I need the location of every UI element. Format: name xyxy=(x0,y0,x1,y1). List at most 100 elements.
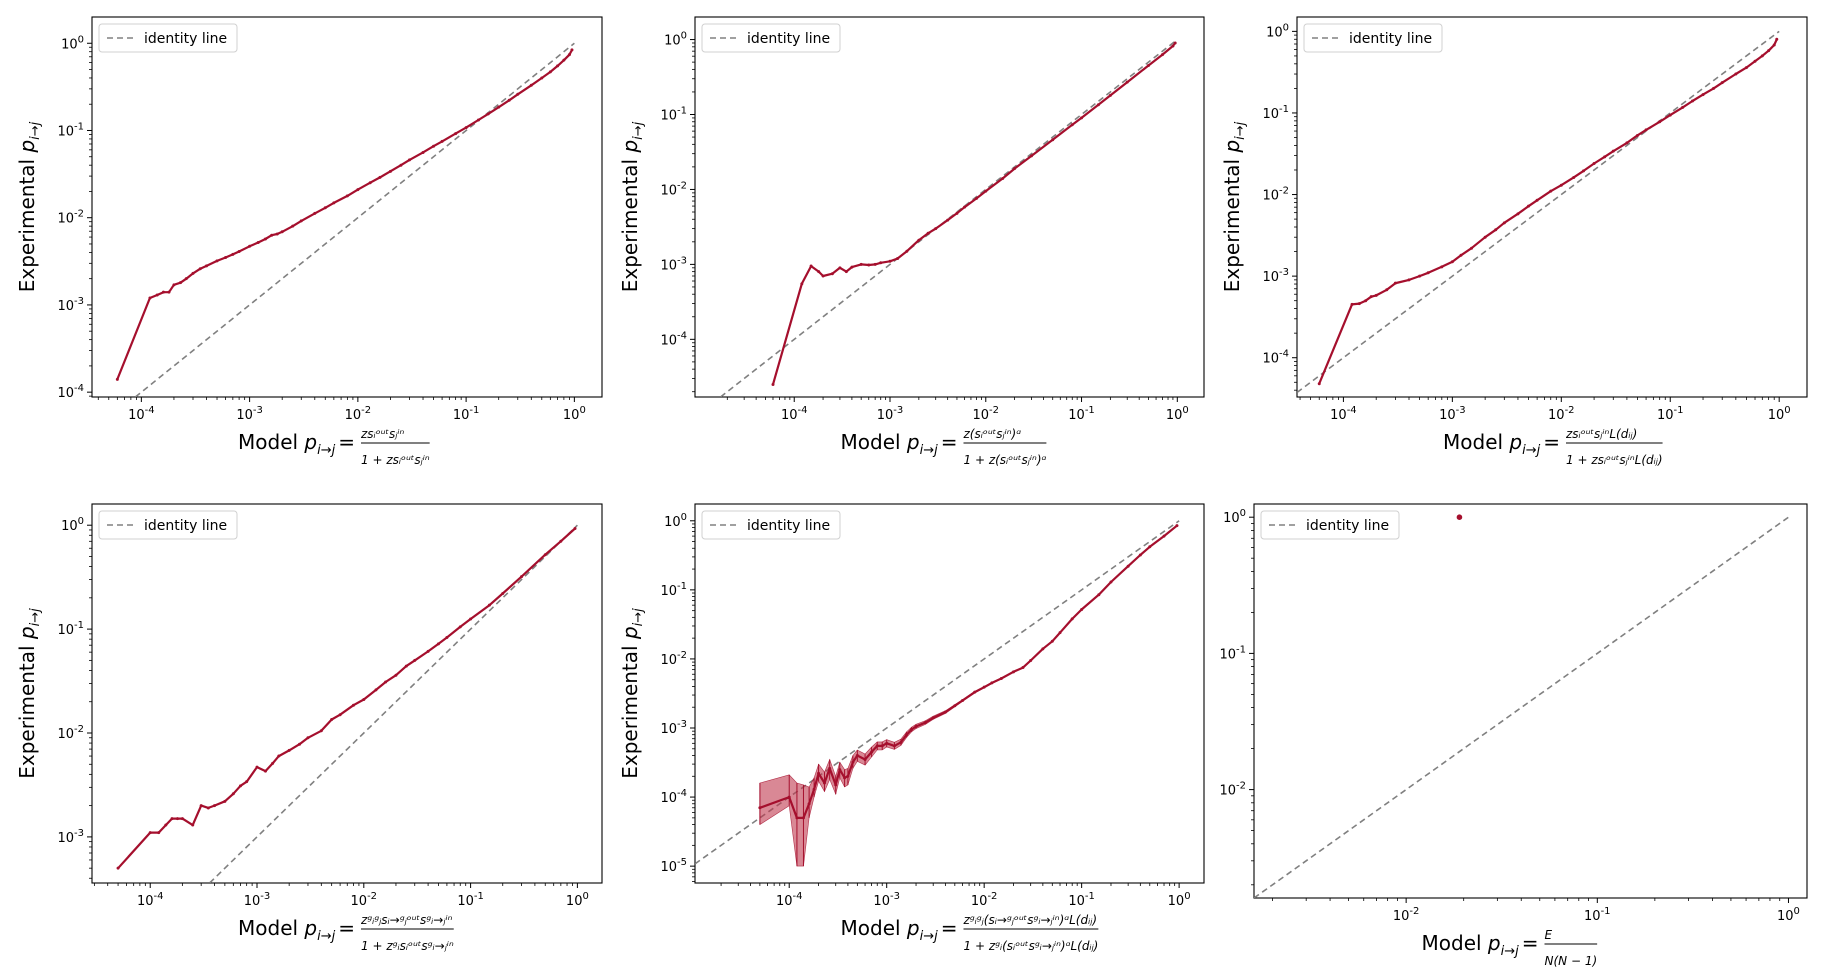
y-tick-label: 10-2 xyxy=(57,209,84,227)
y-tick-label: 10-2 xyxy=(660,650,687,668)
data-point xyxy=(1456,514,1463,520)
data-point xyxy=(231,792,235,796)
data-point xyxy=(1162,534,1166,538)
data-point xyxy=(1175,524,1179,528)
data-point xyxy=(170,817,174,821)
y-axis-label: Experimental pi→j xyxy=(15,121,43,292)
data-point xyxy=(1171,44,1175,48)
y-axis-label: Experimental pi→j xyxy=(618,608,646,779)
data-point xyxy=(231,252,235,256)
plot-area xyxy=(116,524,578,883)
x-axis-label-denominator: N(N − 1) xyxy=(1545,954,1598,968)
legend-box xyxy=(701,510,841,540)
data-point xyxy=(520,575,524,579)
data-point xyxy=(931,716,935,720)
data-point xyxy=(1407,278,1411,282)
data-point xyxy=(413,658,417,662)
data-point xyxy=(263,237,267,241)
data-point xyxy=(299,219,303,223)
x-axis-label-denominator: 1 + zsᵢᵒᵘᵗsⱼⁱⁿL(dᵢⱼ) xyxy=(1566,453,1663,467)
x-tick-label: 10-1 xyxy=(457,891,484,909)
x-tick-label: 100 xyxy=(1168,891,1191,909)
data-point xyxy=(255,765,259,769)
data-point xyxy=(384,680,388,684)
x-axis-label-lhs: Model pi→j = xyxy=(238,916,355,944)
data-point xyxy=(1148,545,1152,549)
y-tick-label: 100 xyxy=(1223,508,1246,526)
y-tick-label: 10-3 xyxy=(660,255,687,273)
data-point xyxy=(1138,553,1142,557)
data-point xyxy=(1592,162,1596,166)
x-axis-label-lhs: Model pi→j = xyxy=(1443,430,1560,458)
y-axis-label: Experimental pi→j xyxy=(1220,121,1248,292)
data-point xyxy=(943,710,947,714)
data-point xyxy=(973,690,977,694)
data-point xyxy=(374,688,378,692)
data-point xyxy=(356,188,360,192)
data-point xyxy=(298,742,302,746)
data-point xyxy=(1051,138,1055,142)
data-point xyxy=(1440,265,1444,269)
x-tick-label: 10-1 xyxy=(1068,405,1095,423)
y-axis-label: Experimental pi→j xyxy=(15,608,43,779)
legend: identity line xyxy=(98,23,238,53)
data-point xyxy=(834,783,838,787)
data-point xyxy=(905,249,909,253)
data-point xyxy=(213,804,217,808)
y-tick-label: 10-1 xyxy=(57,121,84,139)
data-point xyxy=(801,816,805,820)
data-point xyxy=(934,227,938,231)
y-tick-label: 10-4 xyxy=(1262,349,1289,367)
data-point xyxy=(556,64,560,68)
identity-line xyxy=(695,520,1180,865)
y-tick-label: 10-2 xyxy=(57,724,84,742)
data-point xyxy=(263,769,267,773)
data-point xyxy=(830,272,834,276)
data-point xyxy=(1364,299,1368,303)
data-point xyxy=(362,698,366,702)
data-point xyxy=(1712,86,1716,90)
data-point xyxy=(1108,93,1112,97)
data-point xyxy=(771,382,775,386)
data-point xyxy=(1494,228,1498,232)
data-point xyxy=(867,263,871,267)
y-tick-label: 10-2 xyxy=(660,180,687,198)
data-point xyxy=(926,231,930,235)
x-tick-label: 100 xyxy=(1777,906,1800,924)
x-tick-label: 10-2 xyxy=(1548,405,1575,423)
data-point xyxy=(345,194,349,198)
x-axis-label-numerator: zᵍᵢᵍⱼ(sᵢ→ᵍⱼᵒᵘᵗsᵍᵢ→ⱼⁱⁿ)ᵅL(dᵢⱼ) xyxy=(963,913,1098,927)
data-point xyxy=(223,799,227,803)
x-axis-label-denominator: 1 + zᵍᵢ(sᵢᵒᵘᵗsᵍᵢ→ⱼⁱⁿ)ᵅL(dᵢⱼ) xyxy=(964,939,1099,953)
data-point xyxy=(807,802,811,806)
data-point xyxy=(963,205,967,209)
data-point xyxy=(476,118,480,122)
data-point xyxy=(368,181,372,185)
data-point xyxy=(855,753,859,757)
y-tick-label: 10-4 xyxy=(660,330,687,348)
legend: identity line xyxy=(701,23,841,53)
data-point xyxy=(408,158,412,162)
data-point xyxy=(946,218,950,222)
data-line xyxy=(117,527,576,869)
legend-box xyxy=(1260,510,1400,540)
chart-panel-bottom-middle: 10-4 10-3 10-2 10-1 100 10-5 10-4 10-3 10-2 10-1 1… xyxy=(618,503,1205,953)
data-point xyxy=(445,636,449,640)
data-point xyxy=(454,132,458,136)
data-point xyxy=(1760,54,1764,58)
data-point xyxy=(1374,293,1378,297)
data-point xyxy=(1535,198,1539,202)
data-point xyxy=(885,741,889,745)
data-point xyxy=(332,201,336,205)
data-point xyxy=(1582,169,1586,173)
legend-label: identity line xyxy=(1349,31,1432,47)
data-point xyxy=(543,553,547,557)
legend-label: identity line xyxy=(144,31,227,47)
x-tick-label: 10-4 xyxy=(1330,405,1357,423)
data-point xyxy=(1029,658,1033,662)
plot-area xyxy=(1297,30,1780,394)
data-point xyxy=(256,240,260,244)
x-tick-label: 10-3 xyxy=(877,405,904,423)
data-point xyxy=(914,725,918,729)
y-tick-label: 10-3 xyxy=(1262,267,1289,285)
